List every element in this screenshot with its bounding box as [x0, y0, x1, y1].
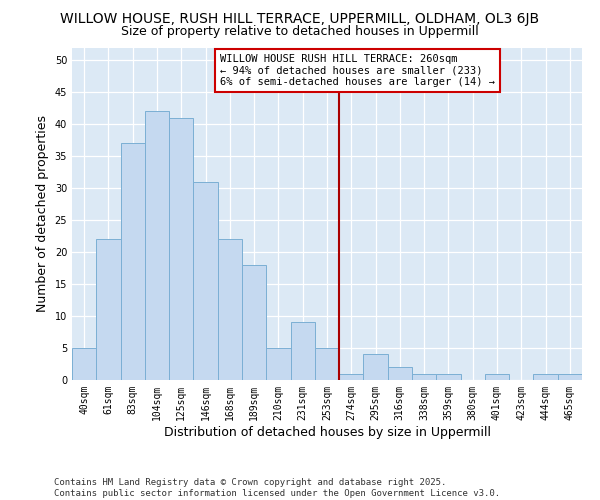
Text: Size of property relative to detached houses in Uppermill: Size of property relative to detached ho… — [121, 25, 479, 38]
Bar — [315, 348, 339, 380]
Bar — [266, 348, 290, 380]
Bar — [145, 112, 169, 380]
Bar — [533, 374, 558, 380]
Bar — [72, 348, 96, 380]
Y-axis label: Number of detached properties: Number of detached properties — [36, 116, 49, 312]
Bar — [388, 367, 412, 380]
Bar — [169, 118, 193, 380]
Text: WILLOW HOUSE RUSH HILL TERRACE: 260sqm
← 94% of detached houses are smaller (233: WILLOW HOUSE RUSH HILL TERRACE: 260sqm ←… — [220, 54, 495, 87]
Bar — [364, 354, 388, 380]
Bar — [193, 182, 218, 380]
Text: WILLOW HOUSE, RUSH HILL TERRACE, UPPERMILL, OLDHAM, OL3 6JB: WILLOW HOUSE, RUSH HILL TERRACE, UPPERMI… — [61, 12, 539, 26]
Bar — [290, 322, 315, 380]
X-axis label: Distribution of detached houses by size in Uppermill: Distribution of detached houses by size … — [163, 426, 491, 438]
Bar — [218, 240, 242, 380]
Bar — [412, 374, 436, 380]
Text: Contains HM Land Registry data © Crown copyright and database right 2025.
Contai: Contains HM Land Registry data © Crown c… — [54, 478, 500, 498]
Bar — [242, 265, 266, 380]
Bar — [436, 374, 461, 380]
Bar — [339, 374, 364, 380]
Bar — [121, 144, 145, 380]
Bar — [485, 374, 509, 380]
Bar — [96, 240, 121, 380]
Bar — [558, 374, 582, 380]
